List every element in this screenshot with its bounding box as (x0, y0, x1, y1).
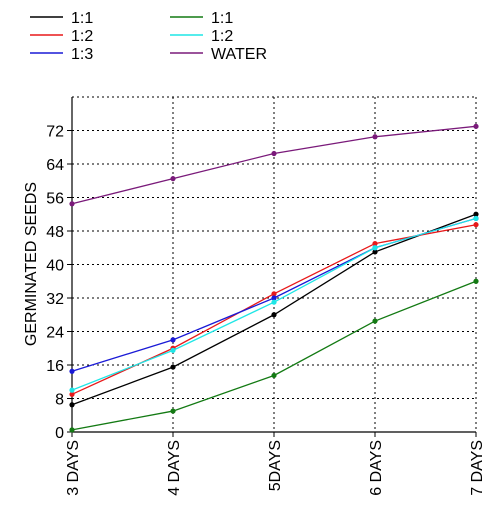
series-0 (69, 211, 479, 408)
data-point (372, 134, 378, 140)
x-tick-label: 3 DAYS (65, 440, 82, 496)
data-point (170, 176, 176, 182)
data-point (69, 201, 75, 207)
series-4 (69, 215, 479, 393)
y-tick-label: 32 (46, 291, 64, 308)
y-tick-label: 64 (46, 157, 64, 174)
y-tick-label: 0 (55, 425, 64, 442)
legend-label: WATER (211, 46, 267, 63)
legend-item: WATER (170, 46, 267, 63)
y-tick-label: 8 (55, 392, 64, 409)
y-tick-label: 72 (46, 124, 64, 141)
data-point (372, 245, 378, 251)
data-point (473, 222, 479, 228)
legend-label: 1:2 (71, 28, 93, 45)
data-point (372, 240, 378, 247)
data-point (271, 295, 277, 301)
x-tick-label: 4 DAYS (166, 440, 183, 496)
legend-item: 1:1 (170, 10, 233, 27)
data-point (170, 337, 176, 343)
x-ticks: 3 DAYS 4 DAYS 5DAYS 6 DAYS 7 DAYS (65, 432, 486, 496)
data-point (473, 278, 479, 284)
data-point (69, 368, 75, 374)
data-point (271, 150, 277, 157)
data-point (372, 249, 378, 255)
data-point (473, 211, 479, 217)
data-point (372, 318, 378, 324)
data-point (170, 347, 176, 353)
x-tick-label: 5DAYS (267, 440, 284, 491)
data-point (69, 391, 75, 397)
y-tick-label: 16 (46, 358, 64, 375)
data-point (69, 427, 75, 433)
legend-label: 1:1 (211, 10, 233, 27)
x-tick-label: 7 DAYS (469, 440, 486, 496)
series-3 (69, 278, 479, 433)
data-point (271, 299, 277, 305)
y-tick-label: 56 (46, 191, 64, 208)
plot-area (69, 123, 479, 433)
legend-label: 1:1 (71, 10, 93, 27)
legend-item: 1:2 (170, 28, 233, 45)
data-point (271, 372, 277, 379)
legend-item: 1:2 (30, 28, 93, 45)
y-tick-label: 48 (46, 224, 64, 241)
data-point (271, 291, 277, 297)
y-ticks: 0 8 16 24 32 40 48 56 64 72 (46, 124, 72, 442)
y-tick-label: 24 (46, 325, 64, 342)
data-point (473, 123, 479, 129)
data-point (271, 312, 277, 318)
y-tick-label: 40 (46, 258, 64, 275)
x-tick-label: 6 DAYS (368, 440, 385, 496)
data-point (473, 215, 479, 222)
legend-label: 1:2 (211, 28, 233, 45)
legend-item: 1:3 (30, 46, 93, 63)
data-point (170, 364, 176, 370)
data-point (170, 408, 176, 414)
series-5 (69, 123, 479, 207)
y-axis-label: GERMINATED SEEDS (23, 182, 40, 346)
data-point (69, 387, 75, 393)
legend-label: 1:3 (71, 46, 93, 63)
legend-item: 1:1 (30, 10, 93, 27)
data-point (69, 402, 75, 408)
